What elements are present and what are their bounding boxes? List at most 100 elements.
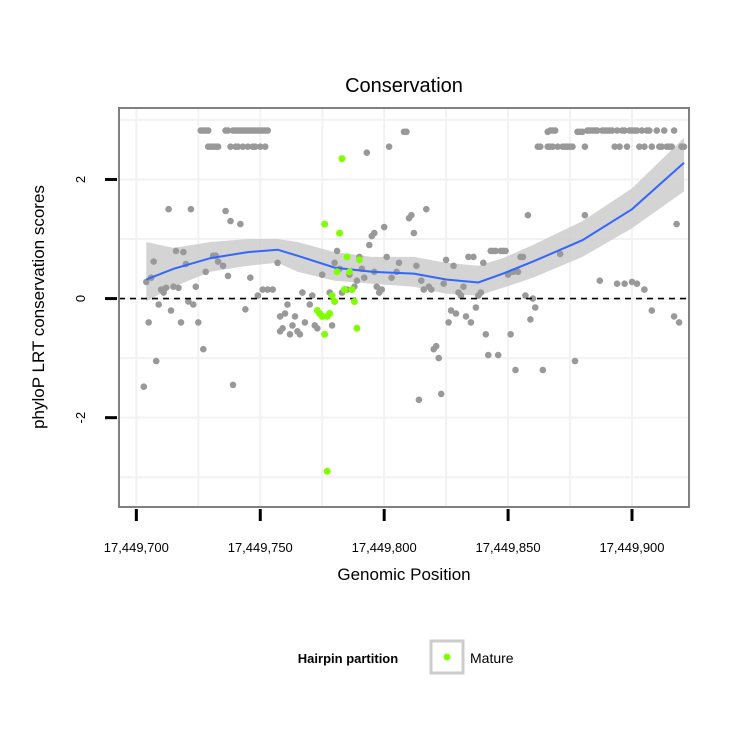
data-point bbox=[180, 248, 187, 256]
data-point bbox=[239, 143, 247, 150]
data-point bbox=[363, 149, 371, 156]
data-point bbox=[296, 331, 304, 338]
data-point bbox=[428, 286, 435, 293]
data-point bbox=[641, 286, 648, 293]
data-point bbox=[628, 278, 636, 286]
x-tick-label: 17,449,850 bbox=[476, 540, 541, 555]
data-point bbox=[410, 229, 418, 237]
data-point bbox=[539, 366, 547, 374]
smooth-fit-line bbox=[145, 162, 685, 284]
data-point bbox=[636, 143, 643, 150]
data-point bbox=[613, 127, 621, 134]
data-point bbox=[202, 268, 209, 276]
data-point bbox=[373, 283, 381, 291]
mature-point bbox=[323, 467, 331, 475]
chart-title: Conservation bbox=[345, 75, 463, 97]
data-point bbox=[502, 247, 509, 255]
data-point bbox=[579, 128, 586, 136]
data-point bbox=[432, 342, 440, 350]
data-point bbox=[537, 143, 544, 150]
data-point bbox=[140, 383, 148, 391]
data-point bbox=[291, 313, 299, 320]
mature-point bbox=[336, 229, 344, 237]
data-point bbox=[594, 127, 601, 134]
mature-point bbox=[350, 298, 358, 305]
mature-point bbox=[355, 256, 363, 264]
mature-point bbox=[331, 298, 339, 305]
data-point bbox=[442, 256, 450, 264]
data-point bbox=[638, 127, 646, 134]
data-point bbox=[492, 247, 500, 255]
data-point bbox=[222, 207, 229, 215]
data-point bbox=[611, 143, 618, 150]
data-point bbox=[532, 304, 539, 311]
mature-point bbox=[321, 220, 329, 228]
data-point bbox=[353, 277, 361, 285]
data-point bbox=[380, 223, 388, 231]
x-axis-label: Genomic Position bbox=[337, 565, 470, 584]
data-point bbox=[309, 292, 316, 299]
data-point bbox=[274, 259, 281, 267]
data-point bbox=[383, 253, 391, 261]
data-point bbox=[418, 277, 425, 285]
data-point bbox=[214, 143, 222, 150]
mature-point bbox=[328, 292, 336, 300]
data-point bbox=[616, 143, 623, 150]
y-tick-label: 2 bbox=[73, 176, 88, 183]
x-tick-label: 17,449,800 bbox=[352, 540, 417, 555]
data-point bbox=[170, 283, 177, 291]
x-tick-label: 17,449,700 bbox=[104, 540, 169, 555]
data-point bbox=[670, 127, 678, 134]
data-point bbox=[254, 292, 262, 299]
data-point bbox=[675, 319, 683, 326]
data-point bbox=[318, 271, 326, 279]
plot-panel bbox=[119, 108, 689, 507]
data-point bbox=[276, 313, 284, 320]
data-point bbox=[227, 217, 234, 225]
data-point bbox=[581, 143, 589, 150]
data-point bbox=[244, 143, 252, 150]
data-point bbox=[261, 143, 269, 150]
data-point bbox=[623, 143, 631, 150]
legend-entry-mature: Mature bbox=[470, 650, 514, 666]
data-point bbox=[660, 127, 668, 134]
data-point bbox=[190, 301, 197, 308]
x-tick-label: 17,449,750 bbox=[228, 540, 293, 555]
data-point bbox=[299, 289, 306, 296]
mature-point bbox=[348, 286, 356, 294]
data-point bbox=[145, 319, 152, 326]
confidence-ribbon bbox=[146, 137, 685, 302]
data-point bbox=[621, 280, 628, 288]
data-point bbox=[403, 128, 410, 136]
data-point bbox=[519, 253, 527, 261]
data-point bbox=[395, 259, 403, 267]
data-point bbox=[192, 283, 200, 291]
data-point bbox=[581, 211, 589, 219]
data-point bbox=[150, 258, 157, 265]
data-point bbox=[165, 205, 172, 213]
data-point bbox=[252, 143, 259, 150]
data-point bbox=[670, 313, 678, 320]
data-point bbox=[512, 366, 519, 374]
data-point bbox=[445, 319, 452, 326]
data-point bbox=[529, 295, 537, 302]
mature-point bbox=[333, 268, 341, 276]
mature-point bbox=[321, 330, 329, 338]
data-point bbox=[152, 357, 160, 365]
data-point bbox=[524, 211, 532, 219]
data-point bbox=[162, 284, 170, 292]
data-point bbox=[494, 351, 502, 359]
data-point bbox=[177, 319, 185, 326]
data-point bbox=[415, 396, 423, 404]
data-point bbox=[514, 268, 522, 276]
mature-point bbox=[343, 253, 351, 261]
data-point bbox=[482, 331, 490, 338]
y-tick-label: -2 bbox=[73, 412, 88, 424]
data-point bbox=[284, 301, 291, 308]
data-point bbox=[286, 331, 294, 338]
data-point bbox=[450, 262, 457, 270]
data-point bbox=[187, 205, 195, 213]
data-point bbox=[167, 307, 175, 314]
data-point bbox=[264, 127, 272, 134]
